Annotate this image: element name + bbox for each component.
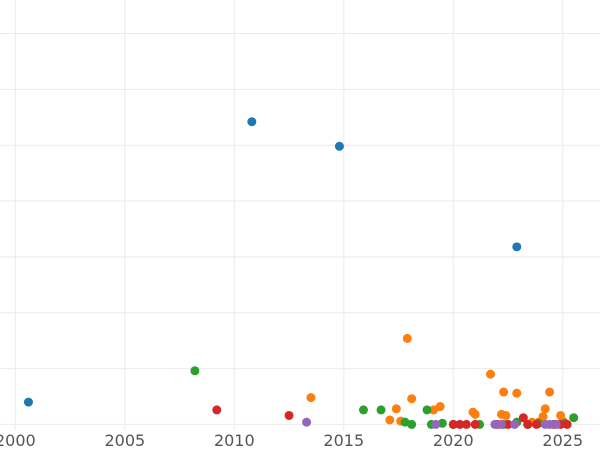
data-point-series-5 xyxy=(545,419,555,429)
data-point-series-3 xyxy=(376,405,386,415)
data-point-series-3 xyxy=(422,405,432,415)
data-point-series-5 xyxy=(490,419,500,429)
data-points xyxy=(23,117,579,429)
data-point-series-2 xyxy=(385,415,395,425)
data-point-series-4 xyxy=(212,405,222,415)
x-tick-label: 2000 xyxy=(0,431,36,450)
x-tick-label: 2020 xyxy=(433,431,474,450)
x-tick-label: 2010 xyxy=(214,431,255,450)
data-point-series-1 xyxy=(512,242,522,252)
data-point-series-2 xyxy=(402,333,412,343)
data-point-series-5 xyxy=(551,419,561,429)
data-point-series-2 xyxy=(470,409,480,419)
data-point-series-2 xyxy=(391,404,401,414)
data-point-series-2 xyxy=(435,402,445,412)
data-point-series-2 xyxy=(486,369,496,379)
data-point-series-2 xyxy=(540,404,550,414)
data-point-series-3 xyxy=(190,366,200,376)
data-point-series-2 xyxy=(512,388,522,398)
data-point-series-2 xyxy=(499,387,509,397)
data-point-series-5 xyxy=(496,419,506,429)
data-point-series-4 xyxy=(562,419,572,429)
data-point-series-5 xyxy=(302,417,312,427)
data-point-series-4 xyxy=(470,419,480,429)
data-point-series-1 xyxy=(334,141,344,151)
data-point-series-4 xyxy=(523,419,533,429)
data-point-series-2 xyxy=(545,387,555,397)
data-point-series-4 xyxy=(531,419,541,429)
data-point-series-2 xyxy=(538,412,548,422)
data-point-series-2 xyxy=(407,394,417,404)
data-point-series-1 xyxy=(247,117,257,127)
data-point-series-4 xyxy=(518,413,528,423)
data-point-series-5 xyxy=(510,419,520,429)
data-point-series-5 xyxy=(431,419,441,429)
x-tick-label: 2025 xyxy=(542,431,583,450)
data-point-series-3 xyxy=(407,419,417,429)
data-point-series-4 xyxy=(455,419,465,429)
data-point-series-2 xyxy=(306,393,316,403)
data-point-series-4 xyxy=(448,419,458,429)
data-point-series-2 xyxy=(501,410,511,420)
x-tick-labels: 2000 2005 2010 2015 2020 2025 xyxy=(0,431,583,450)
data-point-series-4 xyxy=(461,419,471,429)
y-gridlines xyxy=(0,33,600,425)
x-gridlines xyxy=(14,0,564,430)
data-point-series-3 xyxy=(569,413,579,423)
x-tick-label: 2015 xyxy=(323,431,364,450)
data-point-series-3 xyxy=(359,405,369,415)
data-point-series-4 xyxy=(503,419,513,429)
data-point-series-4 xyxy=(284,410,294,420)
data-point-series-1 xyxy=(23,397,33,407)
x-tick-label: 2005 xyxy=(104,431,145,450)
